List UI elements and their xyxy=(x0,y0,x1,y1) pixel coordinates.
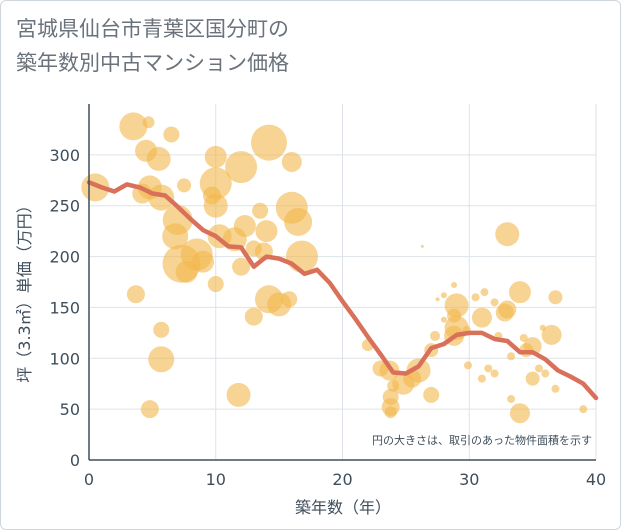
x-tick-label: 10 xyxy=(206,470,226,489)
bubble-point xyxy=(153,321,170,338)
bubble-point xyxy=(444,293,469,318)
bubble-point xyxy=(435,297,440,302)
y-tick-label: 0 xyxy=(70,451,80,470)
bubble-point xyxy=(233,215,256,238)
bubble-point xyxy=(281,291,298,308)
bubble-point xyxy=(285,240,318,273)
tick-labels: 0 50 100 150 200 250 300 0 10 20 30 40 xyxy=(49,146,606,489)
bubble-point xyxy=(507,394,516,403)
bubble-point xyxy=(140,400,159,419)
bubble-point xyxy=(284,207,313,236)
bubble-point xyxy=(255,220,278,243)
x-tick-label: 40 xyxy=(586,470,606,489)
bubble-point xyxy=(204,145,227,168)
bubble-point xyxy=(406,358,431,383)
bubble-point xyxy=(495,222,520,247)
bubble-point xyxy=(430,330,441,341)
y-tick-label: 50 xyxy=(60,400,80,419)
bubble-point xyxy=(148,184,175,211)
bubble-point xyxy=(471,307,492,328)
bubble-point xyxy=(207,276,224,293)
bubble-point xyxy=(244,307,263,326)
bubble-point xyxy=(579,405,588,414)
bubble-point xyxy=(541,324,562,345)
trend-line xyxy=(86,180,599,401)
bubble-point xyxy=(507,352,516,361)
bubble-point xyxy=(384,406,397,419)
bubble-point xyxy=(119,112,148,141)
bubble-point xyxy=(484,364,493,373)
bubble-point xyxy=(534,364,543,373)
bubble-series xyxy=(81,112,588,424)
bubble-point xyxy=(163,126,180,143)
bubble-point xyxy=(203,193,228,218)
chart-title: 宮城県仙台市青葉区国分町の 築年数別中古マンション価格 xyxy=(16,17,289,75)
bubble-point xyxy=(420,244,424,248)
bubble-point xyxy=(451,282,458,289)
bubble-point xyxy=(281,151,302,172)
bubble-point xyxy=(551,384,560,393)
bubble-point xyxy=(480,288,489,297)
bubble-point xyxy=(498,300,517,319)
y-tick-label: 250 xyxy=(49,197,80,216)
bubble-point xyxy=(463,361,472,370)
bubble-point xyxy=(252,202,269,219)
bubble-point xyxy=(519,333,528,342)
bubble-point xyxy=(162,223,189,250)
bubble-point xyxy=(146,146,171,171)
x-tick-label: 30 xyxy=(459,470,479,489)
bubble-point xyxy=(177,178,192,193)
bubble-point xyxy=(525,371,540,386)
x-tick-label: 0 xyxy=(84,470,94,489)
bubble-point xyxy=(440,316,447,323)
bubble-point xyxy=(541,369,550,378)
x-axis-label: 築年数（年） xyxy=(295,498,391,517)
bubble-point xyxy=(490,298,499,307)
bubble-point xyxy=(477,374,486,383)
y-tick-label: 300 xyxy=(49,146,80,165)
y-tick-label: 200 xyxy=(49,248,80,267)
bubble-point xyxy=(232,257,251,276)
bubble-point xyxy=(490,369,499,378)
y-tick-label: 150 xyxy=(49,298,80,317)
bubble-point xyxy=(548,290,563,305)
bubble-point xyxy=(387,379,400,392)
bubble-point xyxy=(226,382,251,407)
bubble-point xyxy=(148,346,175,373)
bubble-point xyxy=(199,167,232,200)
y-tick-label: 100 xyxy=(49,349,80,368)
axes xyxy=(88,104,596,461)
x-tick-label: 20 xyxy=(332,470,352,489)
bubble-point xyxy=(142,116,155,129)
bubble-point xyxy=(250,124,287,161)
average-price-line xyxy=(86,180,599,401)
bubble-size-note: 円の大きさは、取引のあった物件面積を示す xyxy=(372,433,592,447)
bubble-point xyxy=(423,386,440,403)
bubble-point xyxy=(440,292,447,299)
bubble-point xyxy=(471,293,480,302)
bubble-point xyxy=(225,151,258,184)
bubble-point xyxy=(126,285,145,304)
bubble-point xyxy=(508,281,531,304)
y-axis-label: 坪（3.3㎡）単価（万円） xyxy=(15,197,34,382)
bubble-point xyxy=(192,250,215,273)
bubble-point xyxy=(509,403,530,424)
